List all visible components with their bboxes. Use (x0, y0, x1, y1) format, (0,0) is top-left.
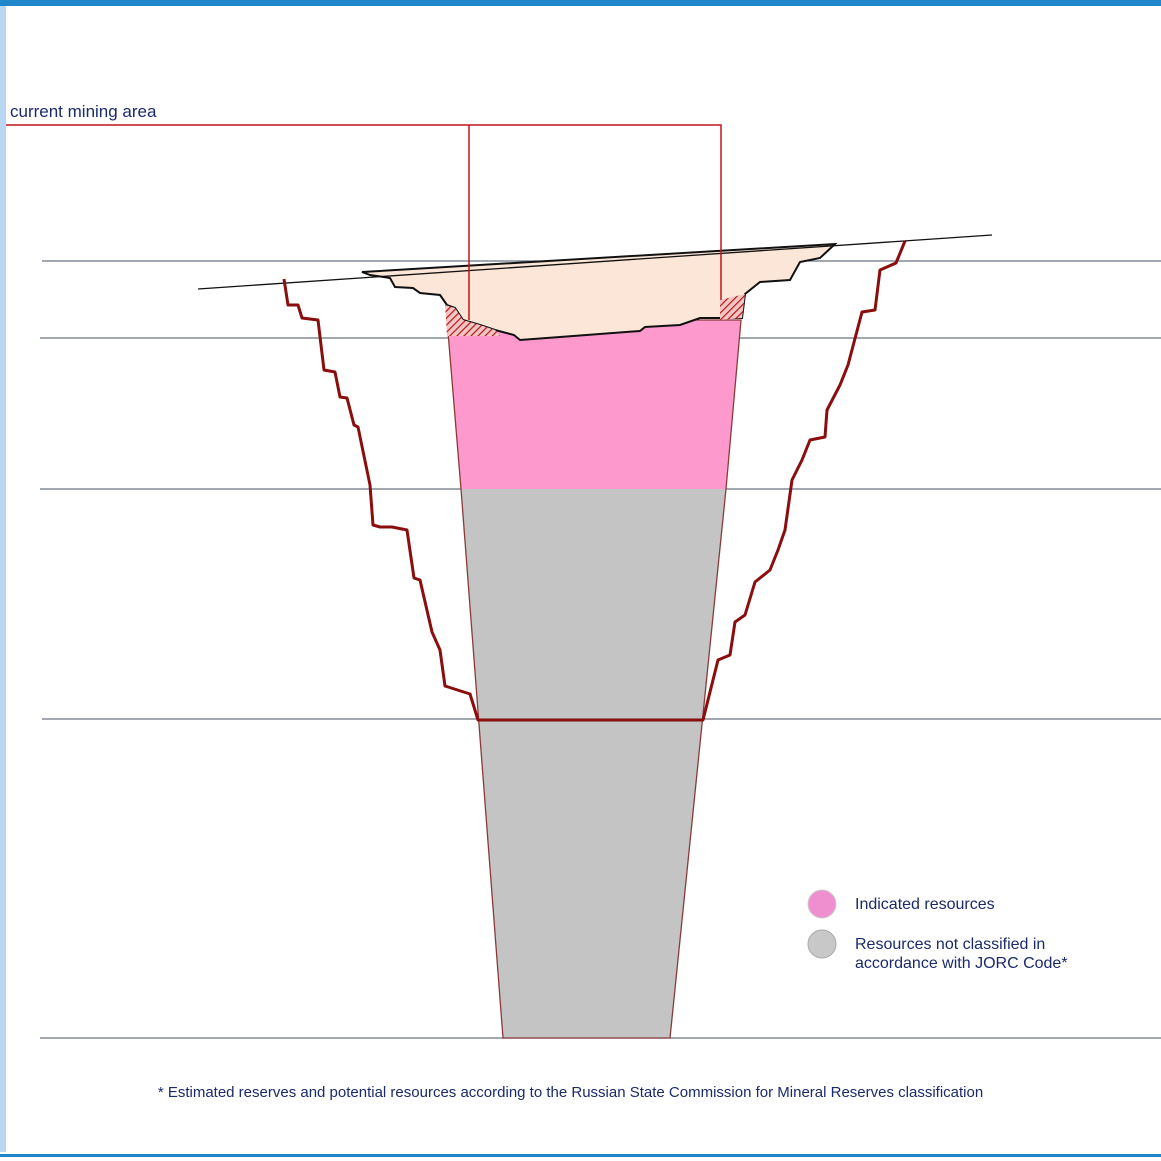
diagram (0, 0, 1161, 1161)
unclassified-zone (461, 489, 726, 1038)
callout-label: current mining area (10, 102, 156, 121)
top-bar (0, 0, 1161, 6)
side-bar (0, 6, 6, 1152)
footnote: * Estimated reserves and potential resou… (0, 1083, 1141, 1102)
indicated-zone (447, 320, 741, 489)
legend-swatch (808, 890, 836, 918)
legend-label: Indicated resources (855, 895, 995, 914)
legend-label: Resources not classified in accordance w… (855, 935, 1125, 973)
page: current mining area Indicated resources … (0, 0, 1161, 1161)
mined-area (362, 244, 835, 340)
legend-swatch (808, 930, 836, 958)
bottom-bar (0, 1154, 1161, 1157)
